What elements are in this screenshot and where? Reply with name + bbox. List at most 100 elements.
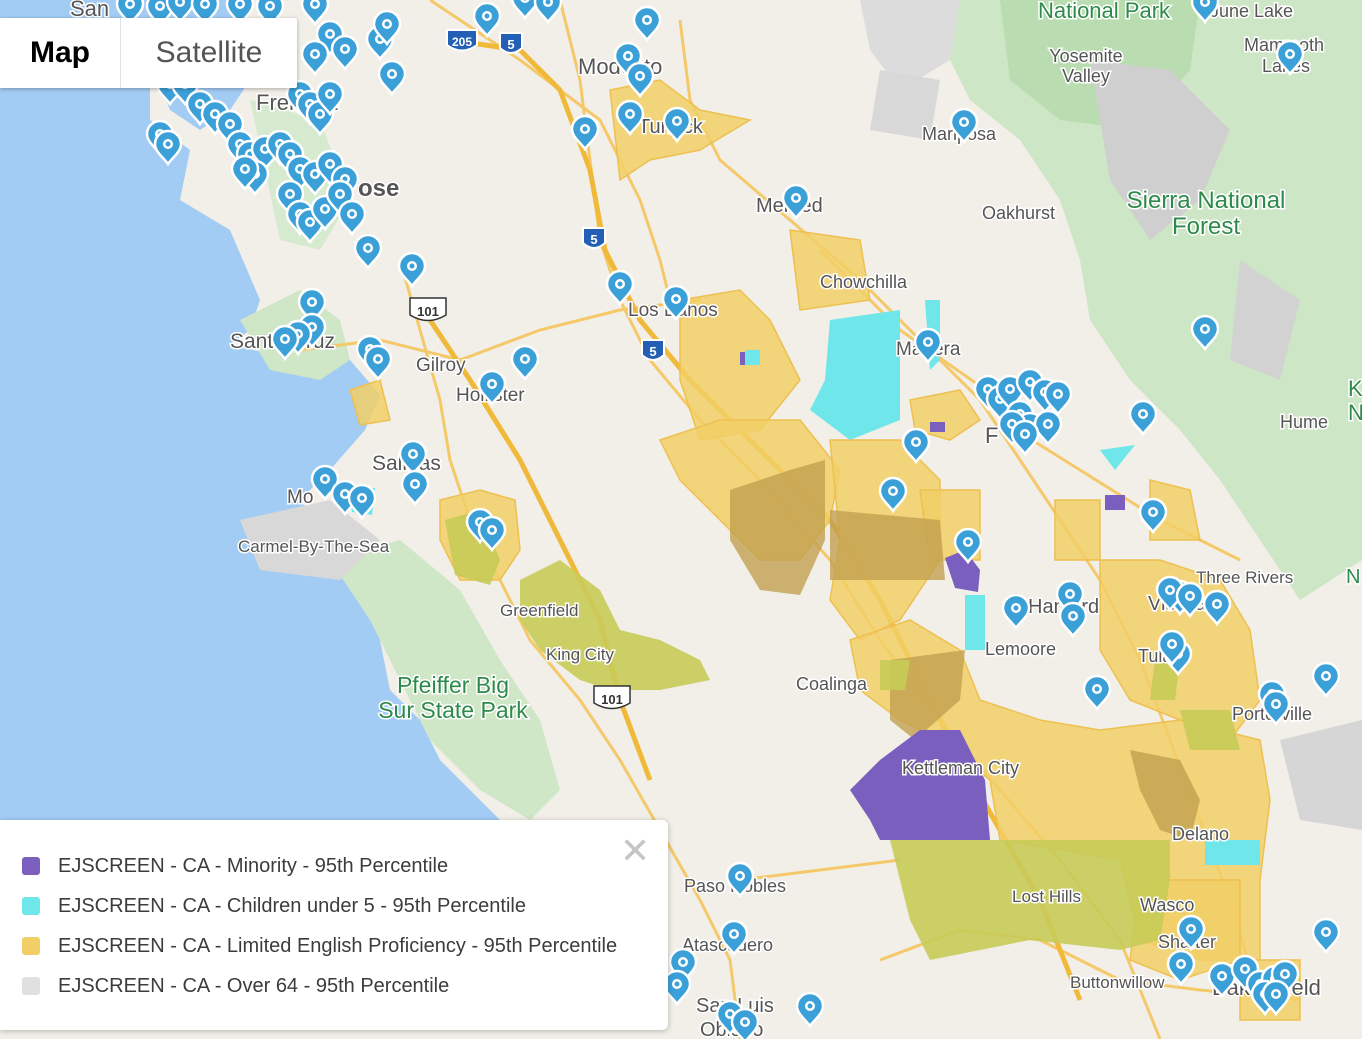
map-pin-icon[interactable] — [1033, 409, 1063, 447]
map-pin-icon[interactable] — [1175, 581, 1205, 619]
map-pin-icon[interactable] — [1082, 674, 1112, 712]
map-pin-icon[interactable] — [719, 919, 749, 957]
city-label: Hume — [1280, 412, 1328, 432]
map-pin-icon[interactable] — [477, 515, 507, 553]
map-pin-icon[interactable] — [1202, 589, 1232, 627]
map-pin-icon[interactable] — [1190, 0, 1220, 25]
highway-label: 5 — [590, 232, 597, 247]
city-label: Valley — [1062, 66, 1110, 86]
map-pin-icon[interactable] — [297, 287, 327, 325]
close-icon[interactable]: ✕ — [620, 830, 651, 871]
grey-region-4 — [870, 70, 940, 140]
map-pin-icon[interactable] — [330, 34, 360, 72]
map-pin-icon[interactable] — [725, 861, 755, 899]
map-pin-icon[interactable] — [913, 327, 943, 365]
legend-swatch — [22, 897, 40, 915]
map-pin-icon[interactable] — [661, 284, 691, 322]
map-pin-icon[interactable] — [1010, 419, 1040, 457]
map-pin-icon[interactable] — [477, 369, 507, 407]
map-pin-icon[interactable] — [300, 39, 330, 77]
map-pin-icon[interactable] — [1058, 601, 1088, 639]
map-pin-icon[interactable] — [115, 0, 145, 27]
city-label: Wasco — [1140, 895, 1194, 915]
city-label: Oakhurst — [982, 203, 1055, 223]
map-pin-icon[interactable] — [662, 106, 692, 144]
map-pin-icon[interactable] — [1261, 979, 1291, 1017]
map-pin-icon[interactable] — [953, 527, 983, 565]
city-label: K — [1348, 376, 1362, 401]
map-pin-icon[interactable] — [901, 427, 931, 465]
map-pin-icon[interactable] — [347, 483, 377, 521]
map-pin-icon[interactable] — [225, 0, 255, 27]
city-label: N — [1346, 566, 1360, 588]
map-pin-icon[interactable] — [1157, 629, 1187, 667]
map-pin-icon[interactable] — [1138, 497, 1168, 535]
map-pin-icon[interactable] — [625, 61, 655, 99]
city-label: June Lake — [1210, 1, 1293, 21]
map-pin-icon[interactable] — [1176, 914, 1206, 952]
legend-label: EJSCREEN - CA - Limited English Proficie… — [58, 934, 618, 957]
city-label: Lost Hills — [1012, 887, 1081, 906]
map-pin-icon[interactable] — [153, 129, 183, 167]
map-pin-icon[interactable] — [730, 1007, 760, 1039]
map-pin-icon[interactable] — [230, 154, 260, 192]
map-pin-icon[interactable] — [1190, 314, 1220, 352]
legend-label: EJSCREEN - CA - Minority - 95th Percenti… — [58, 854, 449, 877]
map-pin-icon[interactable] — [1128, 399, 1158, 437]
map-pin-icon[interactable] — [949, 107, 979, 145]
map-pin-icon[interactable] — [878, 476, 908, 514]
map-pin-icon[interactable] — [337, 199, 367, 237]
map-pin-icon[interactable] — [1155, 575, 1185, 613]
map-pin-icon[interactable] — [255, 0, 285, 29]
map-type-satellite-button[interactable]: Satellite — [120, 18, 297, 88]
map-pin-icon[interactable] — [632, 5, 662, 43]
map-pin-icon[interactable] — [1001, 593, 1031, 631]
map-pin-icon[interactable] — [472, 1, 502, 39]
map-pin-icon[interactable] — [1275, 39, 1305, 77]
park-label: Pfeiffer Big — [397, 672, 509, 698]
map-pin-icon[interactable] — [315, 79, 345, 117]
city-label: Coalinga — [796, 674, 868, 694]
map-pin-icon[interactable] — [353, 233, 383, 271]
map-pin-icon[interactable] — [165, 0, 195, 25]
map-pin-icon[interactable] — [570, 114, 600, 152]
map-pin-icon[interactable] — [1261, 689, 1291, 727]
map-type-map-button[interactable]: Map — [30, 36, 90, 69]
legend-panel: ✕ EJSCREEN - CA - Minority - 95th Percen… — [0, 820, 668, 1030]
highway-label: 101 — [601, 692, 623, 707]
map-pin-icon[interactable] — [377, 59, 407, 97]
map-pin-icon[interactable] — [1311, 917, 1341, 955]
city-label: King City — [546, 645, 615, 664]
map-pin-icon[interactable] — [400, 469, 430, 507]
sierra-forest-area — [940, 0, 1362, 600]
grey-region-3 — [1230, 260, 1300, 380]
legend-item: EJSCREEN - CA - Minority - 95th Percenti… — [22, 846, 617, 886]
map-pin-icon[interactable] — [1043, 379, 1073, 417]
map-pin-icon[interactable] — [363, 344, 393, 382]
map-pin-icon[interactable] — [145, 0, 175, 29]
map-pin-icon[interactable] — [1207, 961, 1237, 999]
city-label: Delano — [1172, 824, 1229, 844]
map-pin-icon[interactable] — [270, 324, 300, 362]
city-label: Chowchilla — [820, 272, 908, 292]
map-pin-icon[interactable] — [1311, 661, 1341, 699]
map-pin-icon[interactable] — [615, 99, 645, 137]
map-pin-icon[interactable] — [605, 269, 635, 307]
map-pin-icon[interactable] — [781, 183, 811, 221]
map-pin-icon[interactable] — [190, 0, 220, 27]
minority-regions — [740, 352, 1125, 840]
highway-shield-i205: 205 — [446, 29, 478, 52]
legend-swatch — [22, 977, 40, 995]
map-pin-icon[interactable] — [300, 0, 330, 27]
legend-label: EJSCREEN - CA - Over 64 - 95th Percentil… — [58, 974, 450, 997]
santa-lucia-range — [330, 540, 560, 820]
map-pin-icon[interactable] — [1166, 949, 1196, 987]
map-pin-icon[interactable] — [510, 344, 540, 382]
map-pin-icon[interactable] — [533, 0, 563, 25]
map-pin-icon[interactable] — [397, 251, 427, 289]
map-pin-icon[interactable] — [398, 439, 428, 477]
map-pin-icon[interactable] — [372, 9, 402, 47]
map-pin-icon[interactable] — [795, 991, 825, 1029]
city-label: Mo — [287, 487, 313, 508]
